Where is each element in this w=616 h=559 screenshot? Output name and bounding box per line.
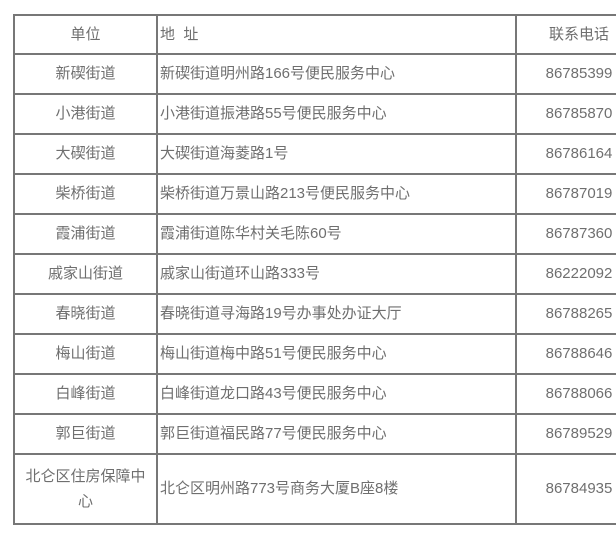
unit-cell: 新碶街道: [13, 53, 158, 95]
phone-cell: 86784935: [515, 453, 616, 525]
address-cell: 白峰街道龙口路43号便民服务中心: [156, 373, 517, 415]
table-row: 戚家山街道 戚家山街道环山路333号 86222092: [13, 253, 616, 295]
contacts-table: 单位 地 址 联系电话 新碶街道 新碶街道明州路166号便民服务中心 8678539…: [13, 14, 616, 525]
unit-cell: 戚家山街道: [13, 253, 158, 295]
unit-cell: 柴桥街道: [13, 173, 158, 215]
phone-cell: 86788265: [515, 293, 616, 335]
unit-cell: 北仑区住房保障中心: [13, 453, 158, 525]
header-phone: 联系电话: [515, 14, 616, 55]
address-cell: 梅山街道梅中路51号便民服务中心: [156, 333, 517, 375]
address-cell: 春晓街道寻海路19号办事处办证大厅: [156, 293, 517, 335]
unit-cell: 春晓街道: [13, 293, 158, 335]
phone-cell: 86788646: [515, 333, 616, 375]
table-body: 新碶街道 新碶街道明州路166号便民服务中心 86785399 小港街道 小港街道振港路…: [13, 53, 616, 525]
table-row: 新碶街道 新碶街道明州路166号便民服务中心 86785399: [13, 53, 616, 95]
phone-cell: 86786164: [515, 133, 616, 175]
phone-cell: 86785399: [515, 53, 616, 95]
address-cell: 柴桥街道万景山路213号便民服务中心: [156, 173, 517, 215]
header-row: 单位 地 址 联系电话: [13, 14, 616, 55]
header-address: 地 址: [156, 14, 517, 55]
table-row: 柴桥街道 柴桥街道万景山路213号便民服务中心 86787019: [13, 173, 616, 215]
phone-cell: 86787019: [515, 173, 616, 215]
table-row: 白峰街道 白峰街道龙口路43号便民服务中心 86788066: [13, 373, 616, 415]
phone-cell: 86787360: [515, 213, 616, 255]
unit-cell: 霞浦街道: [13, 213, 158, 255]
phone-cell: 86785870: [515, 93, 616, 135]
table-row: 春晓街道 春晓街道寻海路19号办事处办证大厅 86788265: [13, 293, 616, 335]
address-cell: 郭巨街道福民路77号便民服务中心: [156, 413, 517, 455]
table-row: 小港街道 小港街道振港路55号便民服务中心 86785870: [13, 93, 616, 135]
table-row: 梅山街道 梅山街道梅中路51号便民服务中心 86788646: [13, 333, 616, 375]
phone-cell: 86789529: [515, 413, 616, 455]
unit-cell: 小港街道: [13, 93, 158, 135]
header-unit: 单位: [13, 14, 158, 55]
unit-cell: 郭巨街道: [13, 413, 158, 455]
table-header: 单位 地 址 联系电话: [13, 14, 616, 55]
phone-cell: 86222092: [515, 253, 616, 295]
address-cell: 大碶街道海菱路1号: [156, 133, 517, 175]
table-row: 北仑区住房保障中心 北仑区明州路773号商务大厦B座8楼 86784935: [13, 453, 616, 525]
table-row: 霞浦街道 霞浦街道陈华村关毛陈60号 86787360: [13, 213, 616, 255]
unit-cell: 大碶街道: [13, 133, 158, 175]
address-cell: 戚家山街道环山路333号: [156, 253, 517, 295]
address-cell: 新碶街道明州路166号便民服务中心: [156, 53, 517, 95]
unit-cell: 白峰街道: [13, 373, 158, 415]
unit-cell: 梅山街道: [13, 333, 158, 375]
phone-cell: 86788066: [515, 373, 616, 415]
table-row: 郭巨街道 郭巨街道福民路77号便民服务中心 86789529: [13, 413, 616, 455]
address-cell: 小港街道振港路55号便民服务中心: [156, 93, 517, 135]
address-cell: 北仑区明州路773号商务大厦B座8楼: [156, 453, 517, 525]
table-row: 大碶街道 大碶街道海菱路1号 86786164: [13, 133, 616, 175]
address-cell: 霞浦街道陈华村关毛陈60号: [156, 213, 517, 255]
